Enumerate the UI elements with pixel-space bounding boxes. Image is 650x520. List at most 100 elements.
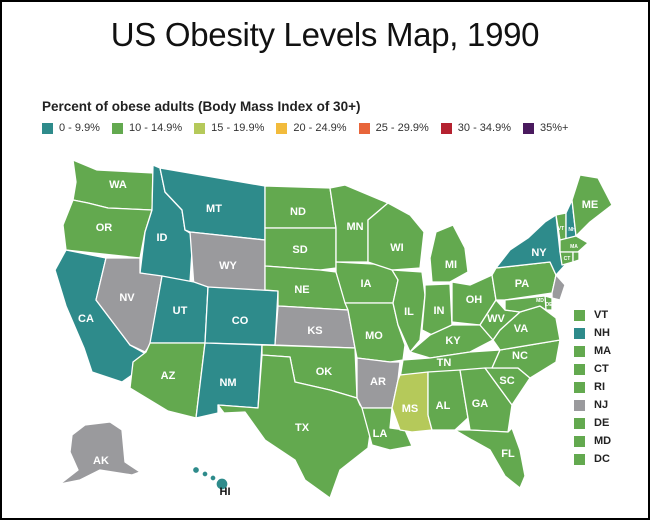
ne-key-swatch xyxy=(574,435,585,447)
state-label: KS xyxy=(307,325,322,337)
legend-item: 10 - 14.9% xyxy=(111,122,182,134)
legend-swatch xyxy=(276,122,288,134)
state-label: NC xyxy=(512,350,528,362)
legend-item: 35%+ xyxy=(522,122,568,134)
legend-label: 30 - 34.9% xyxy=(457,122,511,134)
ne-key-item: MD xyxy=(574,435,611,447)
state-MS[interactable] xyxy=(391,371,433,433)
state-label: IL xyxy=(404,306,414,318)
ne-key-swatch xyxy=(574,363,585,375)
state-label: ME xyxy=(582,199,599,211)
state-label: AZ xyxy=(161,370,176,382)
ne-key-swatch xyxy=(574,309,585,321)
ne-key-label: RI xyxy=(594,381,605,393)
state-label: CO xyxy=(232,315,249,327)
ne-key-swatch xyxy=(574,399,585,411)
state-LA[interactable] xyxy=(361,407,413,451)
legend-swatch xyxy=(440,122,452,134)
ne-key-label: DC xyxy=(594,453,610,465)
state-label: MA xyxy=(570,244,578,250)
state-label: ND xyxy=(290,206,306,218)
legend-swatch xyxy=(194,122,206,134)
state-label: KY xyxy=(445,335,461,347)
state-label: FL xyxy=(501,448,515,460)
state-TX[interactable] xyxy=(217,354,373,499)
state-label: HI xyxy=(220,486,231,498)
state-label: MS xyxy=(402,403,419,415)
legend-swatch xyxy=(42,122,53,134)
state-label: WY xyxy=(219,260,237,272)
ne-key-item: NH xyxy=(574,327,610,339)
state-RI[interactable] xyxy=(572,251,580,263)
state-label: VA xyxy=(514,323,529,335)
ne-key-label: DE xyxy=(594,417,610,429)
ne-key-item: DC xyxy=(574,453,610,465)
ne-key-label: MA xyxy=(594,345,612,357)
state-label: WV xyxy=(487,313,505,325)
state-label: MI xyxy=(445,259,457,271)
ne-key-item: MA xyxy=(574,345,611,357)
state-label: NY xyxy=(531,247,547,259)
state-MA[interactable] xyxy=(559,235,589,253)
state-label: CA xyxy=(78,313,94,325)
state-label: MD xyxy=(536,298,544,304)
legend-swatch xyxy=(111,122,123,134)
legend-label: 0 - 9.9% xyxy=(59,122,100,134)
ne-key-item: NJ xyxy=(574,399,608,411)
ne-key-swatch xyxy=(574,345,585,357)
ne-key-item: CT xyxy=(574,363,609,375)
ne-key-label: MD xyxy=(594,435,612,447)
state-label: IA xyxy=(361,278,372,290)
legend-swatch xyxy=(522,122,534,134)
state-SD[interactable] xyxy=(264,227,337,271)
state-NY[interactable] xyxy=(495,214,566,276)
state-FL[interactable] xyxy=(454,427,526,489)
map-title: US Obesity Levels Map, 1990 xyxy=(110,16,540,53)
state-label: ID xyxy=(157,232,168,244)
state-label: CT xyxy=(564,256,571,262)
state-AK[interactable] xyxy=(59,421,141,485)
state-MD[interactable] xyxy=(504,295,547,313)
state-label: OR xyxy=(96,222,113,234)
state-label: AR xyxy=(370,376,386,388)
state-WI[interactable] xyxy=(367,202,425,271)
ne-key-label: NH xyxy=(594,327,610,339)
state-label: OH xyxy=(466,294,483,306)
ne-key-label: NJ xyxy=(594,399,609,411)
ne-key-item: RI xyxy=(574,381,605,393)
legend-label: 15 - 19.9% xyxy=(211,122,265,134)
state-label: AK xyxy=(93,455,109,467)
ne-key-swatch xyxy=(574,381,585,393)
state-label: OK xyxy=(316,366,333,378)
legend-swatch xyxy=(358,122,370,134)
legend-item: 15 - 19.9% xyxy=(194,122,264,134)
state-label: MN xyxy=(346,221,363,233)
ne-key-swatch xyxy=(574,327,585,339)
state-label: TX xyxy=(295,422,310,434)
legend-item: 25 - 29.9% xyxy=(358,122,429,134)
state-label: GA xyxy=(472,398,489,410)
state-HI[interactable] xyxy=(191,465,229,491)
state-label: MO xyxy=(365,330,383,342)
state-label: WA xyxy=(109,179,127,191)
state-label: NV xyxy=(119,292,135,304)
state-NJ[interactable] xyxy=(551,274,566,301)
ne-key-label: CT xyxy=(594,363,609,375)
legend-title: Percent of obese adults (Body Mass Index… xyxy=(42,99,361,114)
ne-key-label: VT xyxy=(594,309,609,321)
state-label: LA xyxy=(373,428,388,440)
legend: 0 - 9.9% 10 - 14.9% 15 - 19.9% 20 - 24.9… xyxy=(42,122,580,134)
state-MI[interactable] xyxy=(429,224,469,283)
state-label: NM xyxy=(219,377,236,389)
legend-label: 25 - 29.9% xyxy=(375,122,429,134)
state-label: VT xyxy=(558,226,564,232)
state-label: PA xyxy=(515,278,530,290)
state-label: IN xyxy=(434,305,445,317)
state-label: MT xyxy=(206,203,222,215)
state-label: NE xyxy=(294,284,309,296)
state-label: UT xyxy=(173,305,188,317)
state-label: WI xyxy=(390,242,403,254)
legend-label: 20 - 24.9% xyxy=(293,122,347,134)
ne-key-swatch xyxy=(574,417,585,429)
